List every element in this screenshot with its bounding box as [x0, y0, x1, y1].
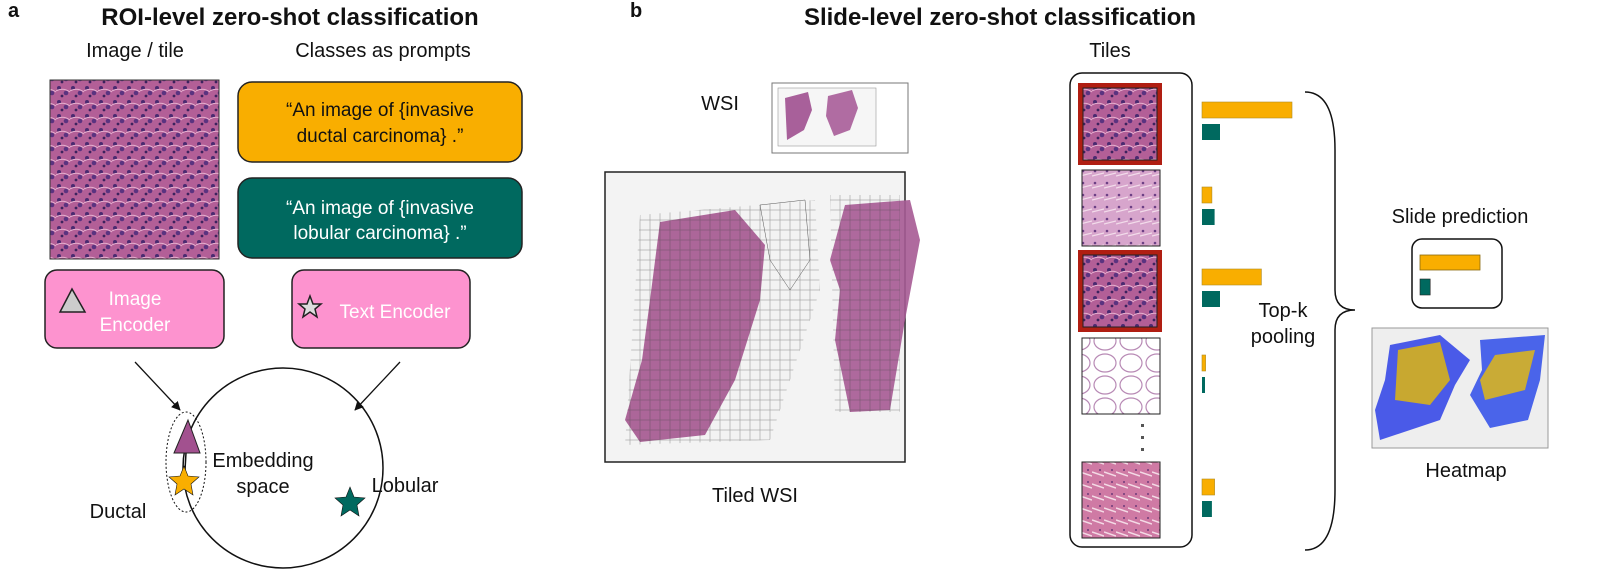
- slide-prediction-label: Slide prediction: [1392, 206, 1529, 228]
- lobular-star-icon: [334, 486, 366, 517]
- wsi-grid-right: [830, 195, 900, 412]
- tile-lobular-bar: [1202, 377, 1205, 393]
- prompt-ductal-line2: ductal carcinoma} .”: [297, 126, 464, 147]
- slide-prediction-lobular-bar: [1419, 278, 1431, 296]
- triangle-icon: [58, 287, 87, 313]
- ellipsis-dots: [1141, 424, 1144, 451]
- tile-image: [1081, 169, 1161, 247]
- panel-letter-b: b: [630, 0, 642, 22]
- pooling-line2: pooling: [1251, 326, 1316, 348]
- tile-image: [1082, 87, 1158, 161]
- heatmap-label: Heatmap: [1425, 460, 1506, 482]
- classes-prompts-label: Classes as prompts: [295, 40, 471, 62]
- prompt-lobular-line2: lobular carcinoma} .”: [293, 223, 466, 244]
- text-encoder-label: Text Encoder: [340, 302, 452, 323]
- text-encoder-arrow: [354, 361, 401, 411]
- star-icon: [296, 293, 324, 319]
- tile-image: [1081, 461, 1161, 539]
- panel-letter-a: a: [8, 0, 20, 22]
- image-encoder-line1: Image: [109, 289, 162, 310]
- slide-prediction-ductal-bar: [1419, 254, 1481, 271]
- wsi-thumb-tissue-right: [826, 90, 858, 136]
- tile-score-bars: [1201, 101, 1293, 517]
- ductal-pair-ellipse: [165, 411, 207, 513]
- panel-a-title: ROI-level zero-shot classification: [101, 4, 478, 31]
- tile-ductal-bar: [1201, 268, 1262, 286]
- tile-ductal-bar: [1201, 101, 1293, 119]
- tiles-label: Tiles: [1089, 40, 1130, 62]
- wsi-grid-left: [625, 200, 820, 445]
- prompt-lobular-box: [237, 177, 523, 259]
- image-encoder-box: [44, 269, 225, 349]
- image-encoder-arrow: [134, 361, 181, 411]
- tile-lobular-bar: [1202, 124, 1220, 140]
- tile-ductal-bar: [1201, 186, 1213, 204]
- prompt-lobular-line1: “An image of {invasive: [286, 198, 474, 219]
- embedding-space-line2: space: [236, 476, 289, 498]
- tile-image: [1082, 254, 1158, 328]
- ductal-label: Ductal: [90, 501, 147, 523]
- tiles-list: [1078, 83, 1162, 539]
- pooling-line1: Top-k: [1259, 300, 1309, 322]
- panel-b-title: Slide-level zero-shot classification: [804, 4, 1196, 31]
- slide-prediction-box: [1411, 238, 1503, 309]
- wsi-thumb-tissue-left: [785, 92, 812, 140]
- prompt-ductal-line1: “An image of {invasive: [286, 100, 474, 121]
- ductal-link: [184, 452, 187, 471]
- text-encoder-box: [291, 269, 471, 349]
- heatmap-hot-right: [1480, 350, 1535, 400]
- image-embedding-triangle-icon: [173, 418, 201, 454]
- image-tile-label: Image / tile: [86, 40, 184, 62]
- heatmap-hot-left: [1395, 342, 1450, 405]
- image-encoder-line2: Encoder: [100, 315, 171, 336]
- tile-image: [1081, 337, 1161, 415]
- tile-ductal-bar: [1201, 478, 1215, 496]
- embedding-space-line1: Embedding: [212, 450, 313, 472]
- tiled-wsi-label: Tiled WSI: [712, 485, 798, 507]
- tile-lobular-bar: [1202, 209, 1215, 225]
- ductal-star-icon: [168, 465, 200, 496]
- tile-lobular-bar: [1202, 291, 1220, 307]
- roi-tile-image: [49, 79, 220, 260]
- pooling-brace: [1304, 91, 1356, 551]
- wsi-label: WSI: [701, 93, 739, 115]
- prompt-ductal-box: [237, 81, 523, 163]
- tile-ductal-bar: [1201, 354, 1206, 372]
- tile-lobular-bar: [1202, 501, 1212, 517]
- lobular-label: Lobular: [372, 475, 439, 497]
